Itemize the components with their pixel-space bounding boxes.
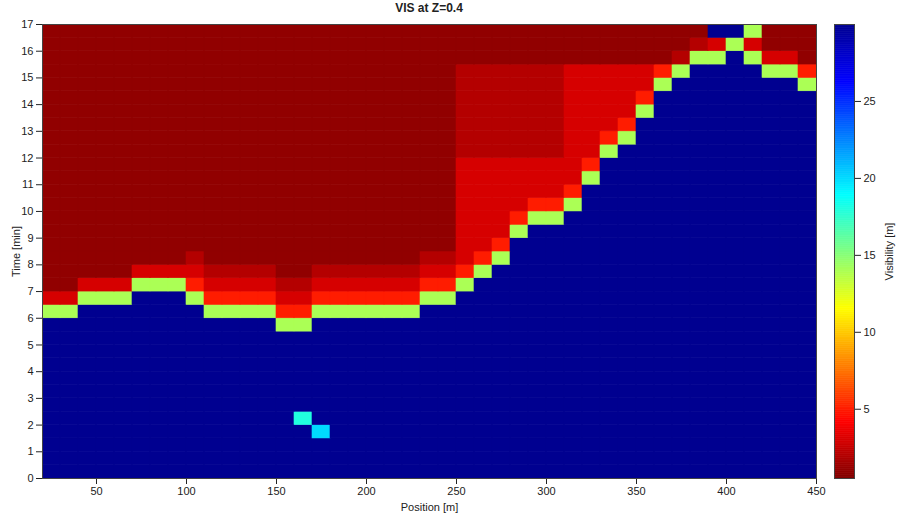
svg-text:400: 400 (717, 485, 735, 497)
svg-text:10: 10 (21, 205, 33, 217)
svg-text:6: 6 (27, 312, 33, 324)
svg-text:7: 7 (27, 285, 33, 297)
svg-text:1: 1 (27, 445, 33, 457)
svg-text:13: 13 (21, 125, 33, 137)
svg-text:16: 16 (21, 45, 33, 57)
svg-text:2: 2 (27, 419, 33, 431)
svg-text:25: 25 (864, 95, 876, 107)
svg-text:200: 200 (357, 485, 375, 497)
svg-text:20: 20 (864, 172, 876, 184)
svg-text:14: 14 (21, 98, 33, 110)
svg-text:15: 15 (864, 249, 876, 261)
svg-text:450: 450 (807, 485, 825, 497)
svg-text:5: 5 (27, 338, 33, 350)
html-text:VIS at Z=0.4: VIS at Z=0.4 (395, 1, 463, 15)
svg-text:15: 15 (21, 71, 33, 83)
svg-text:10: 10 (864, 326, 876, 338)
svg-text:8: 8 (27, 258, 33, 270)
svg-text:5: 5 (864, 403, 870, 415)
svg-text:350: 350 (627, 485, 645, 497)
svg-text:50: 50 (90, 485, 102, 497)
svg-text:Time [min]: Time [min] (10, 226, 22, 277)
svg-text:150: 150 (267, 485, 285, 497)
svg-text:9: 9 (27, 232, 33, 244)
svg-text:12: 12 (21, 152, 33, 164)
svg-text:Visibility [m]: Visibility [m] (883, 223, 895, 281)
svg-text:100: 100 (177, 485, 195, 497)
svg-text:Position [m]: Position [m] (401, 501, 458, 513)
svg-text:3: 3 (27, 392, 33, 404)
svg-text:11: 11 (22, 178, 33, 190)
svg-text:0: 0 (27, 472, 33, 484)
svg-text:250: 250 (447, 485, 465, 497)
svg-text:4: 4 (27, 365, 33, 377)
svg-text:17: 17 (21, 18, 33, 30)
svg-text:300: 300 (537, 485, 555, 497)
